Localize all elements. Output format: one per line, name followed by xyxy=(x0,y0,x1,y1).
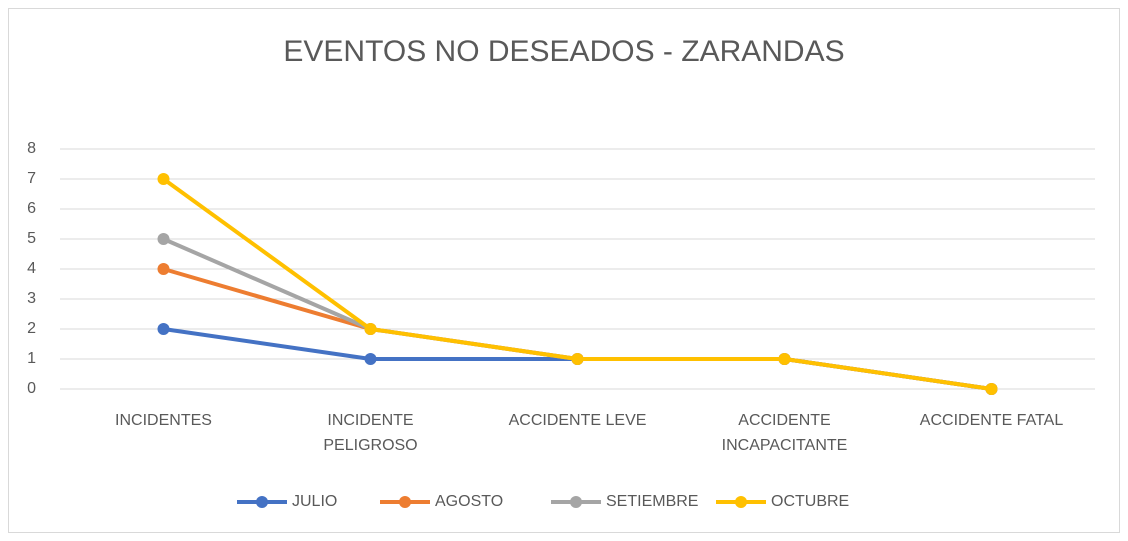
data-point xyxy=(157,263,170,275)
data-point xyxy=(778,353,791,365)
y-tick-label: 8 xyxy=(27,140,36,157)
legend-marker xyxy=(256,496,268,508)
y-tick-label: 6 xyxy=(27,200,36,217)
data-point xyxy=(571,353,584,365)
y-tick-label: 0 xyxy=(27,380,36,397)
x-tick-label: ACCIDENTE FATAL xyxy=(919,412,1064,429)
x-tick-label: INCIDENTE PELIGROSO xyxy=(323,412,418,454)
y-tick-label: 4 xyxy=(27,260,36,277)
y-tick-label: 5 xyxy=(27,230,36,247)
data-point xyxy=(985,383,998,395)
legend-label: SETIEMBRE xyxy=(606,493,698,510)
legend-label: AGOSTO xyxy=(435,493,503,510)
legend-label: JULIO xyxy=(292,493,337,510)
y-tick-label: 2 xyxy=(27,320,36,337)
x-tick-label: INCIDENTES xyxy=(115,412,212,429)
x-tick-label: ACCIDENTE LEVE xyxy=(508,412,647,429)
legend-label: OCTUBRE xyxy=(771,493,849,510)
data-point xyxy=(364,323,377,335)
data-point xyxy=(157,323,170,335)
legend-marker xyxy=(570,496,582,508)
data-point xyxy=(157,233,170,245)
y-tick-label: 7 xyxy=(27,170,36,187)
y-tick-label: 3 xyxy=(27,290,36,307)
x-tick-label: ACCIDENTE INCAPACITANTE xyxy=(721,412,848,454)
data-point xyxy=(364,353,377,365)
data-point xyxy=(157,173,170,185)
legend-marker xyxy=(735,496,747,508)
chart-title: EVENTOS NO DESEADOS - ZARANDAS xyxy=(283,35,844,68)
chart-border xyxy=(8,8,1120,533)
legend-marker xyxy=(399,496,411,508)
y-tick-label: 1 xyxy=(27,350,36,367)
